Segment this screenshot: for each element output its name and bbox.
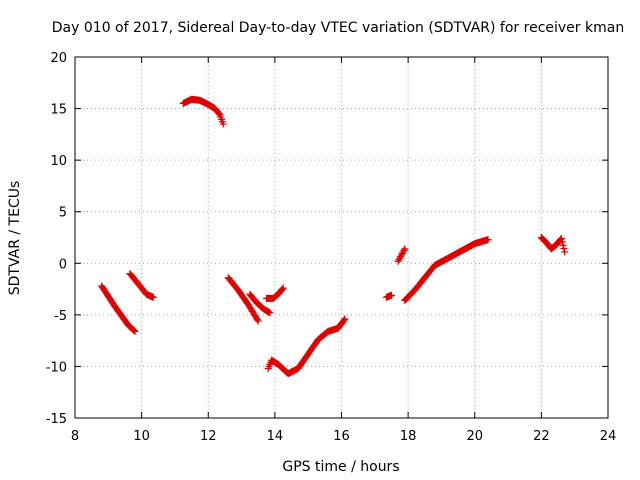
series-arc-11 bbox=[537, 234, 569, 256]
data-point bbox=[341, 315, 349, 323]
series-arc-6 bbox=[263, 284, 287, 302]
chart-title: Day 010 of 2017, Sidereal Day-to-day VTE… bbox=[52, 20, 624, 36]
data-marks bbox=[98, 95, 569, 378]
data-point bbox=[398, 249, 406, 257]
data-point bbox=[279, 284, 287, 292]
data-point bbox=[560, 245, 568, 253]
data-point bbox=[559, 241, 567, 249]
data-point bbox=[149, 293, 157, 301]
data-point bbox=[130, 327, 138, 335]
y-tick-label: 5 bbox=[59, 206, 67, 221]
x-tick-label: 24 bbox=[600, 429, 617, 444]
y-tick-label: 0 bbox=[59, 257, 67, 272]
data-point bbox=[278, 285, 286, 293]
series-arc-5 bbox=[246, 290, 274, 317]
data-point bbox=[131, 327, 139, 335]
x-tick-label: 20 bbox=[466, 429, 483, 444]
data-point bbox=[561, 248, 569, 256]
plot-frame bbox=[74, 56, 609, 419]
x-tick-label: 12 bbox=[200, 429, 217, 444]
data-point bbox=[219, 120, 227, 128]
y-tick-labels: -15 -10 -5 0 5 10 15 20 bbox=[46, 51, 67, 427]
y-tick-label: -15 bbox=[46, 412, 67, 427]
y-tick-label: 15 bbox=[50, 103, 67, 118]
series-arc-7 bbox=[264, 315, 349, 378]
grid-layer bbox=[75, 57, 608, 418]
data-point bbox=[484, 236, 492, 244]
series-arc-8 bbox=[382, 291, 395, 301]
data-point bbox=[557, 235, 565, 243]
data-point bbox=[394, 257, 402, 265]
data-point bbox=[395, 256, 403, 264]
data-point bbox=[266, 309, 274, 317]
x-tick-label: 10 bbox=[133, 429, 150, 444]
x-tick-label: 16 bbox=[333, 429, 350, 444]
data-point bbox=[215, 110, 223, 118]
data-point bbox=[254, 317, 262, 325]
data-point bbox=[129, 326, 137, 334]
x-tick-label: 18 bbox=[400, 429, 417, 444]
y-axis-label: SDTVAR / TECUs bbox=[7, 181, 23, 296]
x-tick-label: 14 bbox=[267, 429, 284, 444]
data-point bbox=[401, 245, 409, 253]
x-tick-label: 22 bbox=[533, 429, 550, 444]
series-arc-10 bbox=[401, 236, 492, 304]
data-point bbox=[253, 316, 261, 324]
series-arc-1 bbox=[98, 282, 139, 335]
series-arc-2 bbox=[126, 270, 157, 301]
x-tick-label: 8 bbox=[71, 429, 79, 444]
series-arc-9 bbox=[394, 245, 409, 265]
data-point bbox=[340, 316, 348, 324]
data-point bbox=[399, 248, 407, 256]
y-tick-label: 10 bbox=[50, 154, 67, 169]
x-tick-labels: 8 10 12 14 16 18 20 22 24 bbox=[71, 429, 616, 444]
y-tick-label: 20 bbox=[50, 51, 67, 66]
y-tick-label: -10 bbox=[46, 360, 67, 375]
data-point bbox=[400, 246, 408, 254]
data-point bbox=[397, 251, 405, 259]
data-point bbox=[558, 238, 566, 246]
series-arc-3 bbox=[179, 95, 227, 128]
data-point bbox=[387, 291, 395, 299]
y-tick-label: -5 bbox=[54, 309, 67, 324]
series-arc-4 bbox=[224, 274, 262, 325]
data-point bbox=[396, 254, 404, 262]
data-point bbox=[397, 253, 405, 261]
x-axis-label: GPS time / hours bbox=[282, 459, 399, 475]
